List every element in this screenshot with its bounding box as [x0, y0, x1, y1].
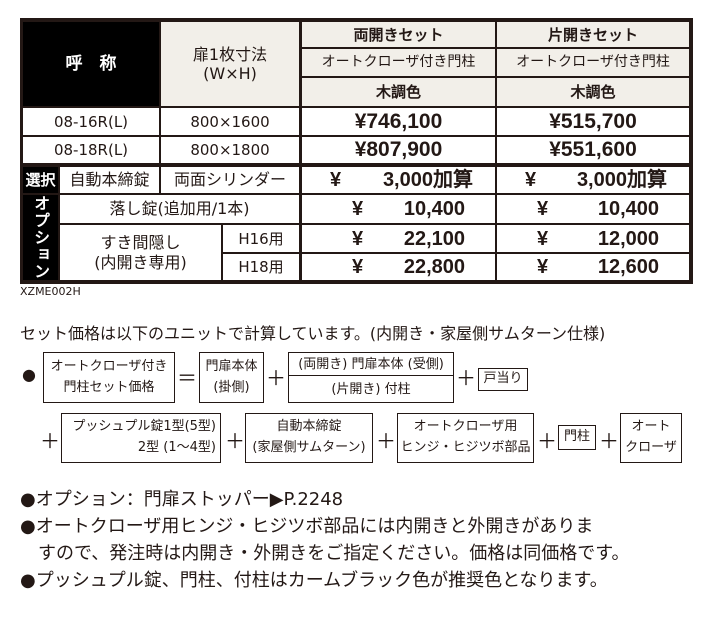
header-size: 扉1枚寸法 (W×H)	[160, 21, 300, 107]
box-line: 2型 (1～4型)	[137, 440, 216, 455]
box-line: クローザ	[625, 440, 677, 455]
box-auto-lock: 自動本締錠 (家屋側サムターン)	[245, 413, 373, 463]
box-door-body-2: (両開き) 門扉本体 (受側) (片開き) 付柱	[288, 352, 454, 403]
note-color: ●プッシュプル錠、門柱、付柱はカームブラック色が推奨色となります。	[20, 570, 608, 591]
gap-price: ¥12,000	[496, 224, 690, 253]
price-value: 12,000	[597, 227, 659, 250]
select-label: 選択	[22, 166, 59, 194]
box-line: プッシュプル錠1型(5型)	[72, 419, 216, 435]
yen-sign: ¥	[352, 198, 364, 220]
price-value: 3,000加算	[576, 169, 667, 191]
gap-price: ¥12,600	[496, 253, 690, 281]
box-door-stop: 戸当り	[478, 368, 528, 391]
drop-bolt-price: ¥10,400	[301, 194, 496, 224]
product-code: XZME002H	[20, 285, 81, 298]
header-color-single: 木調色	[496, 77, 690, 107]
header-size-label: 扉1枚寸法	[192, 44, 268, 64]
box-line: (両開き) 門扉本体 (受側)	[289, 355, 453, 377]
gap-cover-sub: (内開き専用)	[94, 252, 187, 272]
box-line: ヒンジ・ヒジツボ部品	[400, 440, 531, 455]
price-cell: ¥746,100	[301, 107, 496, 136]
price-value: 3,000加算	[382, 169, 473, 191]
box-line: (家屋側サムターン)	[252, 440, 366, 455]
box-post: 門柱	[558, 425, 596, 450]
drop-bolt-name: 落し錠(追加用/1本)	[59, 194, 300, 224]
yen-sign: ¥	[330, 169, 342, 191]
plus-sign: ＋	[225, 429, 245, 453]
select-price-single: ¥3,000加算	[496, 166, 690, 194]
box-door-body: 門扉本体 (掛側)	[199, 352, 264, 403]
price-cell: ¥515,700	[496, 107, 690, 136]
note-hinge-cont: すので、発注時は内開き・外開きをご指定ください。価格は同価格です。	[20, 543, 630, 564]
header-size-unit: (W×H)	[203, 64, 257, 83]
header-post-single: オートクローザ付き門柱	[496, 48, 690, 77]
plus-sign: ＋	[266, 366, 286, 390]
gap-price: ¥22,800	[301, 253, 496, 281]
box-line: 門扉本体	[205, 358, 258, 374]
plus-sign: ＋	[40, 429, 60, 453]
price-cell: ¥807,900	[301, 136, 496, 164]
box-line: (掛側)	[213, 379, 250, 395]
note-option-stopper: ●オプション：門扉ストッパー▶P.2248	[20, 489, 344, 510]
drop-bolt-price: ¥10,400	[496, 194, 690, 224]
yen-sign: ¥	[537, 227, 549, 250]
yen-sign: ¥	[537, 198, 549, 220]
price-cell: ¥551,600	[496, 136, 690, 164]
yen-sign: ¥	[525, 169, 537, 191]
box-line: 自動本締錠	[276, 419, 342, 435]
header-type-double: 両開きセット	[301, 21, 496, 48]
box-line: オートクローザ付き	[50, 358, 168, 374]
box-line: (片開き) 付柱	[331, 381, 411, 397]
box-line: オートクローザ用	[413, 419, 518, 435]
model-cell: 08-16R(L)	[22, 107, 160, 136]
box-closer: オート クローザ	[620, 413, 682, 463]
price-value: 10,400	[403, 198, 465, 220]
select-item: 自動本締錠	[59, 166, 160, 194]
price-value: 10,400	[597, 198, 659, 220]
header-color-double: 木調色	[301, 77, 496, 107]
size-cell: 800×1600	[160, 107, 300, 136]
plus-sign: ＋	[537, 429, 557, 453]
header-post-double: オートクローザ付き門柱	[301, 48, 496, 77]
equals-sign: ＝	[177, 366, 197, 390]
price-value: 22,100	[403, 227, 465, 250]
select-price-double: ¥3,000加算	[301, 166, 496, 194]
gap-cover-name: すき間隠し (内開き専用)	[59, 224, 222, 281]
formula-intro: セット価格は以下のユニットで計算しています。(内開き・家屋側サムターン仕様)	[20, 324, 606, 343]
box-line: オート	[631, 419, 671, 435]
plus-sign: ＋	[456, 366, 476, 390]
note-hinge: ●オートクローザ用ヒンジ・ヒジツボ部品には内開きと外開きがありま	[20, 516, 594, 537]
model-cell: 08-18R(L)	[22, 136, 160, 164]
price-value: 22,800	[403, 256, 465, 278]
plus-sign: ＋	[376, 429, 396, 453]
yen-sign: ¥	[352, 256, 364, 278]
box-line: 門柱セット価格	[63, 379, 155, 395]
header-type-single: 片開きセット	[496, 21, 690, 48]
box-push-pull: プッシュプル錠1型(5型) 2型 (1～4型)	[61, 413, 221, 463]
header-name: 呼 称	[22, 21, 160, 107]
box-hinge: オートクローザ用 ヒンジ・ヒジツボ部品	[397, 413, 534, 463]
yen-sign: ¥	[352, 227, 364, 250]
select-variant: 両面シリンダー	[160, 166, 300, 194]
gap-h18: H18用	[222, 253, 300, 281]
price-value: 12,600	[597, 256, 659, 278]
gap-price: ¥22,100	[301, 224, 496, 253]
option-label: オプション	[22, 194, 59, 281]
plus-sign: ＋	[599, 429, 619, 453]
gap-h16: H16用	[222, 224, 300, 253]
box-set-price: オートクローザ付き 門柱セット価格	[43, 352, 175, 403]
yen-sign: ¥	[537, 256, 549, 278]
bullet: ●	[22, 365, 36, 384]
size-cell: 800×1800	[160, 136, 300, 164]
gap-cover-label: すき間隠し	[100, 233, 181, 253]
